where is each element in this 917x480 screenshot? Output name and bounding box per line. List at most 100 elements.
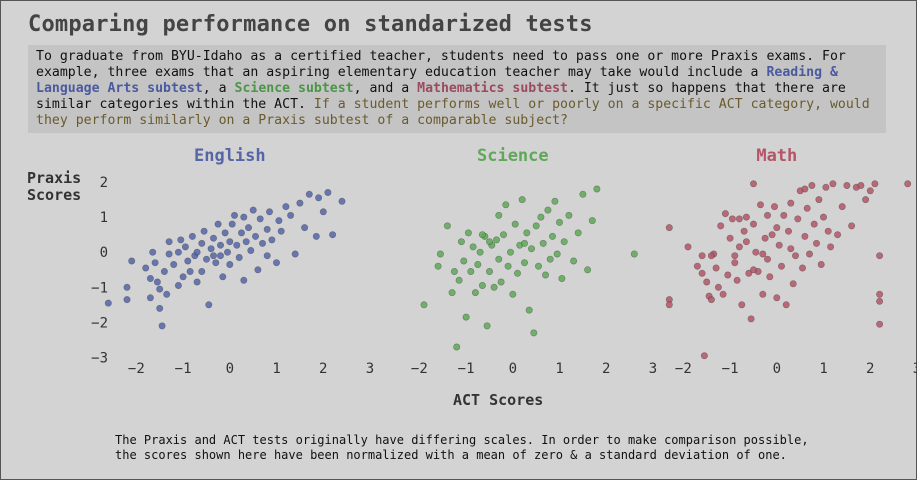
data-point-science xyxy=(520,259,528,267)
data-point-math xyxy=(812,239,820,247)
data-point-science xyxy=(513,269,521,277)
data-point-math xyxy=(784,227,792,235)
x-tick-label: 0 xyxy=(509,361,517,377)
data-point-math xyxy=(810,220,818,228)
data-point-math xyxy=(866,187,874,195)
x-tick-label: 1 xyxy=(272,361,280,377)
data-point-math xyxy=(876,297,884,305)
y-tick-label: 1 xyxy=(100,210,108,226)
data-point-science xyxy=(469,243,477,251)
data-point-math xyxy=(770,203,778,211)
data-point-science xyxy=(455,276,463,284)
data-point-english xyxy=(151,259,159,267)
data-point-science xyxy=(499,231,507,239)
data-point-english xyxy=(301,224,309,232)
panel-title-math: Math xyxy=(756,146,797,166)
data-point-english xyxy=(228,220,236,228)
data-point-science xyxy=(527,245,535,253)
data-point-science xyxy=(518,196,526,204)
data-point-science xyxy=(485,238,493,246)
data-point-english xyxy=(217,252,225,260)
data-point-math xyxy=(700,352,708,360)
data-point-math xyxy=(822,183,830,191)
data-point-science xyxy=(504,262,512,270)
data-point-english xyxy=(240,213,248,221)
data-point-math xyxy=(834,231,842,239)
data-point-math xyxy=(817,261,825,269)
x-tick-label: −2 xyxy=(411,361,428,377)
data-point-english xyxy=(242,238,250,246)
data-point-math xyxy=(782,301,790,309)
data-point-science xyxy=(579,190,587,198)
data-point-english xyxy=(268,236,276,244)
data-point-math xyxy=(714,283,722,291)
data-point-math xyxy=(829,180,837,188)
x-tick-label: −1 xyxy=(458,361,475,377)
data-point-math xyxy=(740,227,748,235)
x-tick-label: 2 xyxy=(602,361,610,377)
data-point-math xyxy=(876,290,884,298)
data-point-science xyxy=(506,248,514,256)
data-point-science xyxy=(630,250,638,258)
data-point-math xyxy=(693,262,701,270)
data-point-english xyxy=(203,255,211,263)
data-point-english xyxy=(142,264,150,272)
data-point-english xyxy=(245,224,253,232)
data-point-english xyxy=(174,248,182,256)
data-point-english xyxy=(210,252,218,260)
data-point-english xyxy=(186,268,194,276)
data-point-math xyxy=(787,199,795,207)
intro-text: To graduate from BYU-Idaho as a certifie… xyxy=(28,45,886,133)
data-point-science xyxy=(509,290,517,298)
data-point-english xyxy=(188,232,196,240)
data-point-math xyxy=(759,290,767,298)
y-tick-label: −2 xyxy=(91,315,108,331)
y-tick-label: −1 xyxy=(91,280,108,296)
data-point-math xyxy=(777,262,785,270)
y-axis-title-line-2: Scores xyxy=(27,186,82,204)
data-point-english xyxy=(312,232,320,240)
data-point-math xyxy=(735,243,743,251)
data-point-science xyxy=(565,211,573,219)
data-point-english xyxy=(104,299,112,307)
data-point-english xyxy=(305,190,313,198)
x-tick-label: 2 xyxy=(319,361,327,377)
data-point-math xyxy=(728,215,736,223)
data-point-math xyxy=(724,271,732,279)
data-point-science xyxy=(443,222,451,230)
data-point-math xyxy=(773,224,781,232)
data-point-english xyxy=(329,231,337,239)
data-point-english xyxy=(219,273,227,281)
data-point-english xyxy=(226,238,234,246)
scatter-panels: English −2 −1 0 1 2 3 Science −2 −1 0 1 2 3 Math −2 −1 0 1… xyxy=(91,146,917,377)
data-point-science xyxy=(478,231,486,239)
data-point-math xyxy=(780,211,788,219)
data-point-english xyxy=(249,206,257,214)
x-tick-label: −1 xyxy=(722,361,739,377)
intro-part-2: , a xyxy=(202,81,235,96)
data-point-english xyxy=(224,248,232,256)
data-point-science xyxy=(471,289,479,297)
research-question: If a student performs well or poorly on … xyxy=(36,97,870,128)
data-point-math xyxy=(719,290,727,298)
data-point-science xyxy=(544,206,552,214)
data-point-english xyxy=(247,247,255,255)
data-point-science xyxy=(450,268,458,276)
data-point-science xyxy=(511,220,519,228)
data-point-science xyxy=(467,268,475,276)
data-point-science xyxy=(558,275,566,283)
data-point-science xyxy=(492,236,500,244)
data-point-english xyxy=(254,266,262,274)
data-point-math xyxy=(749,220,757,228)
x-tick-label: 3 xyxy=(913,361,917,377)
x-tick-label: −2 xyxy=(128,361,145,377)
data-point-science xyxy=(476,248,484,256)
data-point-science xyxy=(497,278,505,286)
data-point-math xyxy=(665,224,673,232)
data-point-english xyxy=(181,243,189,251)
data-point-english xyxy=(291,250,299,258)
data-point-english xyxy=(252,232,260,240)
data-point-math xyxy=(747,315,755,323)
data-point-science xyxy=(495,211,503,219)
data-point-math xyxy=(824,227,832,235)
